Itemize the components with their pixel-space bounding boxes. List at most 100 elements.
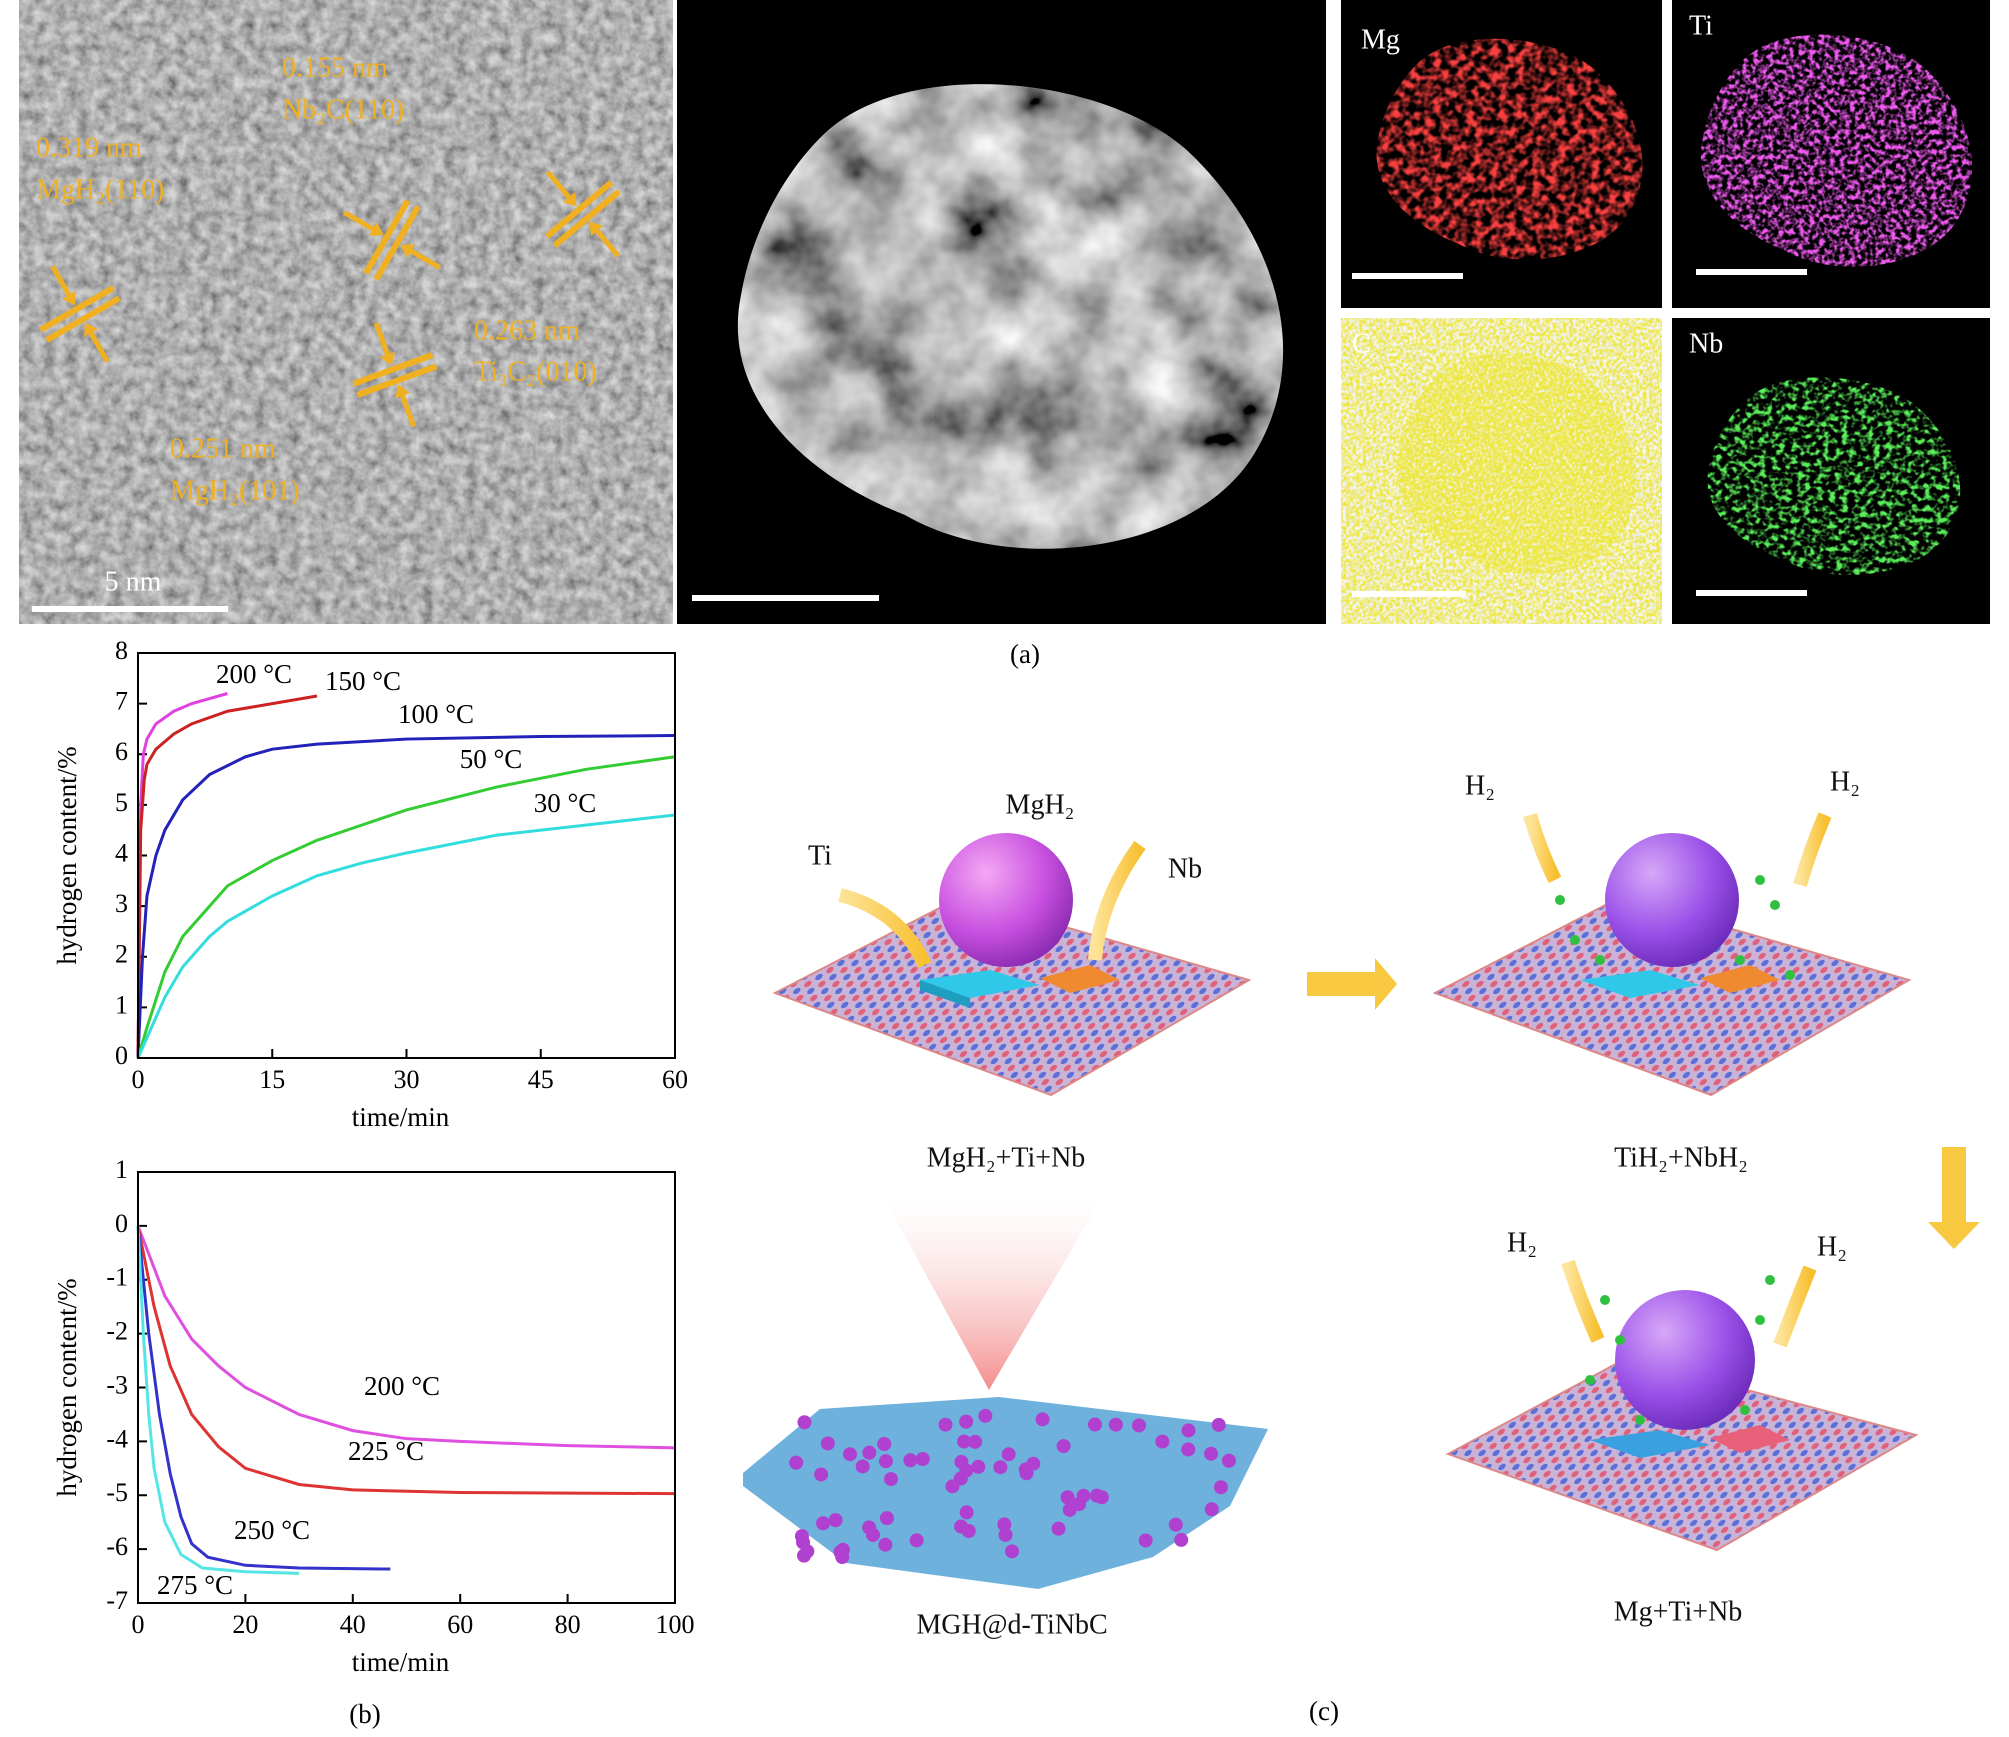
particle bbox=[1155, 1434, 1170, 1449]
hydrogen-atom bbox=[1570, 935, 1580, 945]
particle bbox=[954, 1454, 969, 1469]
arrow bbox=[1793, 812, 1832, 887]
y-axis-label: hydrogen content/% bbox=[52, 1278, 82, 1496]
x-tick-label: 20 bbox=[232, 1610, 258, 1639]
particle bbox=[1089, 1488, 1104, 1503]
particle bbox=[842, 1447, 857, 1462]
y-tick-label: 1 bbox=[115, 990, 128, 1019]
y-axis-label: hydrogen content/% bbox=[52, 746, 82, 964]
lattice-spacing: 0.263 nm bbox=[474, 315, 580, 346]
y-tick-label: -4 bbox=[106, 1424, 128, 1453]
nb-block bbox=[1040, 965, 1120, 993]
particle bbox=[909, 1533, 924, 1548]
particles bbox=[789, 1408, 1236, 1565]
y-tick-label: 6 bbox=[115, 737, 128, 766]
y-tick-label: 4 bbox=[115, 838, 128, 867]
series-label: 30 °C bbox=[534, 788, 597, 818]
y-tick-label: 2 bbox=[115, 940, 128, 969]
particle bbox=[993, 1460, 1008, 1475]
particle bbox=[938, 1417, 953, 1432]
series-label: 150 °C bbox=[325, 666, 401, 696]
series-label: 200 °C bbox=[364, 1371, 440, 1401]
zoom-cone bbox=[884, 1198, 1102, 1390]
hydrogen-atom bbox=[1785, 970, 1795, 980]
y-tick-label: -5 bbox=[106, 1478, 128, 1507]
nb-block bbox=[1710, 1425, 1790, 1453]
particle bbox=[1108, 1417, 1123, 1432]
x-tick-label: 60 bbox=[447, 1610, 473, 1639]
eds-element: C bbox=[1352, 328, 1371, 359]
panel-label: (b) bbox=[349, 1699, 380, 1729]
series-label: 50 °C bbox=[460, 744, 523, 774]
particle bbox=[878, 1454, 893, 1469]
series-line bbox=[136, 694, 318, 1059]
y-tick-label: 7 bbox=[115, 687, 128, 716]
schematic-label: H₂ bbox=[1830, 766, 1860, 797]
particle bbox=[915, 1451, 930, 1466]
x-tick-label: 15 bbox=[259, 1065, 285, 1094]
particle bbox=[971, 1459, 986, 1474]
particle bbox=[997, 1517, 1012, 1532]
stage-label: TiH₂+NbH₂ bbox=[1614, 1142, 1748, 1173]
lattice-plane: Ti₃C₂(010) bbox=[474, 356, 597, 387]
particle bbox=[968, 1434, 983, 1449]
particle bbox=[1204, 1446, 1219, 1461]
y-tick-label: 1 bbox=[115, 1155, 128, 1184]
eds-element: Ti bbox=[1689, 10, 1713, 41]
x-tick-label: 40 bbox=[340, 1610, 366, 1639]
x-axis-label: time/min bbox=[352, 1102, 450, 1132]
particle bbox=[877, 1436, 892, 1451]
schematic bbox=[743, 812, 1980, 1589]
particle bbox=[1019, 1466, 1034, 1481]
arrow bbox=[1561, 1259, 1605, 1343]
arrow bbox=[1088, 840, 1146, 961]
particle bbox=[1174, 1532, 1189, 1547]
ti-block bbox=[1590, 1430, 1710, 1458]
schematic-label: Ti bbox=[808, 840, 832, 871]
particle bbox=[797, 1415, 812, 1430]
particle bbox=[1204, 1502, 1219, 1517]
series-line bbox=[136, 1225, 676, 1450]
arrow bbox=[1307, 958, 1397, 1010]
x-tick-label: 80 bbox=[555, 1610, 581, 1639]
particle bbox=[1076, 1488, 1091, 1503]
particle bbox=[978, 1408, 993, 1423]
mg-particle bbox=[1615, 1290, 1755, 1430]
lattice-plane: MgH₂(110) bbox=[36, 174, 165, 205]
stage-label: MgH₂+Ti+Nb bbox=[927, 1142, 1086, 1173]
lattice-plane: Nb₂C(110) bbox=[282, 94, 404, 125]
lattice-spacing: 0.251 nm bbox=[170, 433, 276, 464]
eds-element: Nb bbox=[1689, 328, 1723, 359]
hydrogen-atom bbox=[1735, 955, 1745, 965]
ti-block bbox=[920, 970, 1040, 998]
x-tick-label: 60 bbox=[662, 1065, 688, 1094]
eds-element: Mg bbox=[1361, 24, 1400, 55]
hydrogen-atoms bbox=[1555, 875, 1795, 1425]
hydrogen-atom bbox=[1600, 1295, 1610, 1305]
particle bbox=[959, 1505, 974, 1520]
particle bbox=[1138, 1533, 1153, 1548]
x-tick-label: 0 bbox=[132, 1610, 145, 1639]
hydrogen-atom bbox=[1555, 895, 1565, 905]
particle bbox=[794, 1529, 809, 1544]
series-label: 275 °C bbox=[157, 1570, 233, 1600]
y-tick-label: 0 bbox=[115, 1041, 128, 1070]
particle bbox=[1221, 1453, 1236, 1468]
series-line bbox=[136, 734, 676, 1059]
series-label: 250 °C bbox=[234, 1515, 310, 1545]
schematic-label: H₂ bbox=[1507, 1227, 1537, 1258]
particle bbox=[878, 1537, 893, 1552]
y-tick-label: 5 bbox=[115, 788, 128, 817]
schematic-label: Nb bbox=[1168, 853, 1202, 884]
particle bbox=[998, 1527, 1013, 1542]
arrow bbox=[838, 888, 932, 969]
series-line bbox=[136, 755, 676, 1059]
series-line bbox=[136, 1225, 391, 1571]
x-tick-label: 0 bbox=[132, 1065, 145, 1094]
particle bbox=[1087, 1417, 1102, 1432]
nb-block bbox=[1700, 965, 1780, 993]
hydrogen-atom bbox=[1585, 1375, 1595, 1385]
hydrogen-atom bbox=[1755, 875, 1765, 885]
hydrogen-atom bbox=[1755, 1315, 1765, 1325]
